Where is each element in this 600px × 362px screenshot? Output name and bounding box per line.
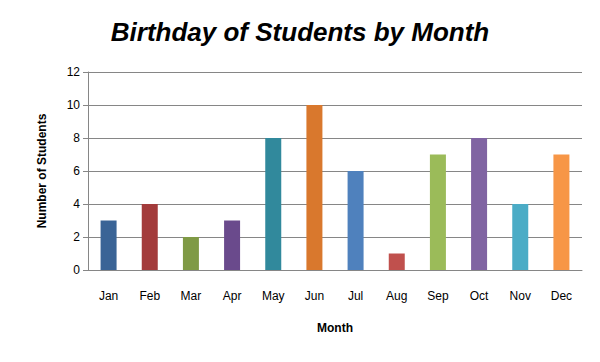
svg-text:Mar: Mar xyxy=(181,289,202,303)
svg-text:May: May xyxy=(262,289,285,303)
svg-text:0: 0 xyxy=(73,263,80,277)
svg-text:Apr: Apr xyxy=(223,289,242,303)
svg-text:6: 6 xyxy=(73,164,80,178)
svg-text:10: 10 xyxy=(67,98,81,112)
svg-text:2: 2 xyxy=(73,230,80,244)
svg-text:8: 8 xyxy=(73,131,80,145)
svg-text:Sep: Sep xyxy=(427,289,449,303)
svg-text:Jun: Jun xyxy=(305,289,324,303)
svg-text:Nov: Nov xyxy=(510,289,531,303)
svg-text:Jul: Jul xyxy=(348,289,363,303)
svg-text:Aug: Aug xyxy=(386,289,407,303)
svg-text:12: 12 xyxy=(67,65,81,79)
svg-text:Feb: Feb xyxy=(139,289,160,303)
svg-text:Dec: Dec xyxy=(551,289,572,303)
svg-text:Oct: Oct xyxy=(470,289,489,303)
svg-text:4: 4 xyxy=(73,197,80,211)
svg-text:Number of Students: Number of Students xyxy=(35,113,49,228)
svg-text:Birthday of Students by Month: Birthday of Students by Month xyxy=(111,17,489,47)
svg-text:Jan: Jan xyxy=(99,289,118,303)
svg-text:Month: Month xyxy=(317,321,353,335)
